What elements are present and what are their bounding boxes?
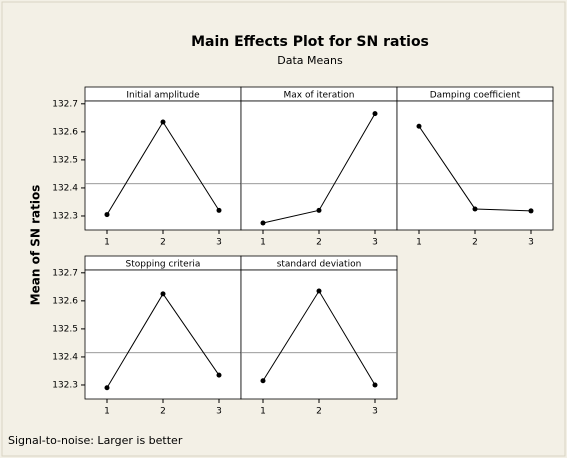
x-tick-label: 1 [260, 238, 266, 248]
y-tick-label: 132.3 [52, 211, 78, 221]
y-tick-label: 132.5 [52, 155, 78, 165]
y-tick-label: 132.6 [52, 296, 78, 306]
y-tick-label: 132.4 [52, 183, 78, 193]
x-tick-label: 2 [316, 407, 322, 417]
panel-title: Max of iteration [283, 91, 354, 101]
point [260, 378, 266, 384]
x-tick-label: 2 [160, 238, 166, 248]
chart-subtitle: Data Means [277, 54, 343, 67]
y-tick-label: 132.4 [52, 352, 78, 362]
point [160, 291, 166, 297]
x-tick-label: 2 [160, 407, 166, 417]
x-tick-label: 2 [472, 238, 478, 248]
x-tick-label: 2 [316, 238, 322, 248]
point [260, 220, 266, 226]
x-tick-label: 1 [260, 407, 266, 417]
y-tick-label: 132.6 [52, 127, 78, 137]
point [472, 206, 478, 212]
chart-title: Main Effects Plot for SN ratios [191, 34, 429, 50]
point [372, 382, 378, 388]
x-tick-label: 3 [216, 407, 222, 417]
point [416, 123, 422, 129]
point [160, 119, 166, 125]
point [316, 207, 322, 213]
y-tick-label: 132.3 [52, 380, 78, 390]
point [104, 385, 110, 391]
point [372, 111, 378, 117]
point [216, 207, 222, 213]
panel-title: Initial amplitude [126, 91, 200, 101]
point [316, 288, 322, 294]
x-tick-label: 1 [104, 407, 110, 417]
x-tick-label: 3 [372, 238, 378, 248]
plot-area [84, 269, 242, 400]
y-tick-label: 132.7 [52, 99, 78, 109]
x-tick-label: 3 [372, 407, 378, 417]
x-tick-label: 1 [104, 238, 110, 248]
panel-title: Stopping criteria [126, 260, 201, 270]
y-tick-label: 132.5 [52, 324, 78, 334]
point [104, 212, 110, 218]
y-tick-label: 132.7 [52, 268, 78, 278]
footnote: Signal-to-noise: Larger is better [8, 434, 183, 447]
panel-title: Damping coefficient [430, 91, 521, 101]
x-tick-label: 3 [528, 238, 534, 248]
point [528, 208, 534, 214]
panel-title: standard deviation [277, 260, 362, 270]
x-tick-label: 3 [216, 238, 222, 248]
x-tick-label: 1 [416, 238, 422, 248]
point [216, 372, 222, 378]
y-axis-label: Mean of SN ratios [29, 185, 43, 306]
